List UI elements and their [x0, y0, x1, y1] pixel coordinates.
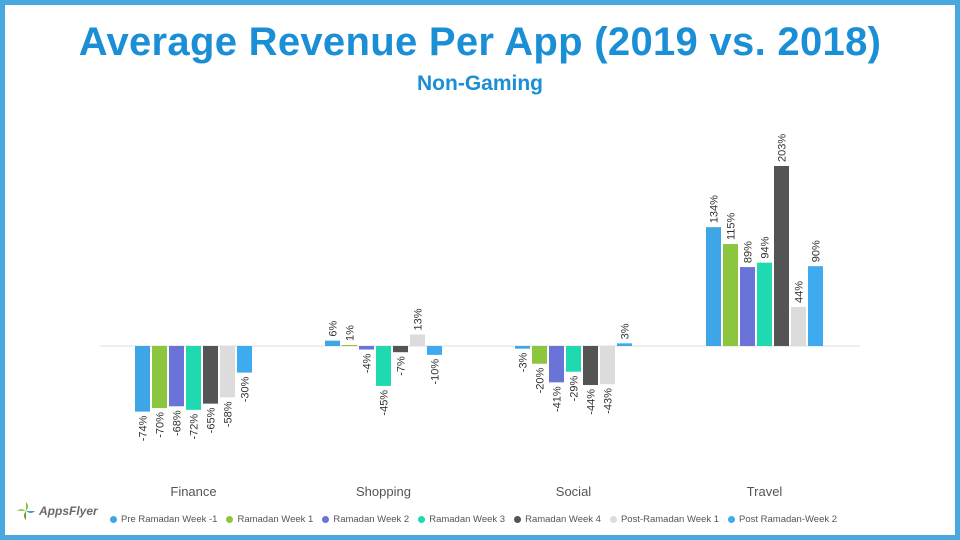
data-label: -70% — [155, 412, 167, 438]
data-label: 6% — [328, 321, 340, 337]
data-label: 89% — [743, 241, 755, 263]
legend-label: Ramadan Week 2 — [333, 513, 410, 525]
bar-finance-series-5 — [203, 346, 218, 404]
bar-finance-series-4 — [186, 346, 201, 410]
bar-social-series-7 — [617, 343, 632, 346]
bar-shopping-series-4 — [376, 346, 391, 386]
data-label: -68% — [172, 410, 184, 436]
bar-finance-series-2 — [152, 346, 167, 409]
legend-item[interactable]: Pre Ramadan Week -1 — [110, 514, 217, 525]
bar-travel-series-7 — [808, 266, 823, 346]
legend-label: Ramadan Week 4 — [525, 513, 601, 525]
data-label: -74% — [138, 415, 150, 441]
data-label: -3% — [518, 352, 530, 372]
legend-label: Ramadan Week 1 — [237, 513, 314, 525]
bar-shopping-series-3 — [359, 346, 374, 350]
bar-travel-series-3 — [740, 267, 755, 346]
bar-finance-series-7 — [237, 346, 252, 373]
data-label: -65% — [206, 407, 218, 433]
data-label: -7% — [396, 356, 408, 376]
legend-swatch-icon — [322, 515, 330, 523]
bar-finance-series-3 — [169, 346, 184, 407]
legend-label: Post Ramadan-Week 2 — [739, 513, 838, 525]
legend-item[interactable]: Ramadan Week 4 — [514, 514, 601, 525]
bar-finance-series-6 — [220, 346, 235, 398]
data-label: 90% — [811, 240, 823, 262]
bar-travel-series-2 — [723, 244, 738, 346]
appsflyer-logo: AppsFlyer — [16, 499, 98, 523]
data-label: -58% — [223, 401, 235, 427]
data-label: -43% — [603, 388, 615, 414]
bar-social-series-1 — [515, 346, 530, 349]
data-label: 3% — [620, 323, 632, 339]
bar-finance-series-1 — [135, 346, 150, 412]
legend-label: Ramadan Week 3 — [429, 513, 506, 525]
data-label: -72% — [189, 414, 201, 440]
data-label: 134% — [709, 195, 721, 223]
legend-item[interactable]: Ramadan Week 1 — [226, 514, 313, 525]
data-label: -4% — [362, 353, 374, 373]
legend-item[interactable]: Post-Ramadan Week 1 — [609, 513, 719, 525]
legend-swatch-icon — [418, 515, 426, 523]
chart-title: Average Revenue Per App (2019 vs. 2018) — [78, 20, 882, 64]
category-label-shopping: Shopping — [356, 484, 411, 499]
legend-swatch-icon — [110, 515, 117, 523]
category-label-travel: Travel — [747, 484, 783, 499]
data-label: 44% — [794, 281, 806, 303]
data-label: -30% — [240, 376, 252, 402]
data-label: -45% — [379, 390, 391, 416]
bar-shopping-series-5 — [393, 346, 408, 353]
legend-swatch-icon — [514, 515, 522, 523]
bar-social-series-5 — [583, 346, 598, 386]
category-label-finance: Finance — [170, 484, 216, 499]
legend-swatch-icon — [728, 515, 735, 523]
chart-subtitle: Non-Gaming — [417, 72, 543, 95]
legend-item[interactable]: Post Ramadan-Week 2 — [728, 514, 837, 525]
legend-item[interactable]: Ramadan Week 2 — [322, 514, 409, 525]
bar-shopping-series-6 — [410, 334, 425, 346]
bar-social-series-6 — [600, 346, 615, 385]
appsflyer-logo-icon — [17, 502, 35, 520]
bar-travel-series-5 — [774, 165, 789, 346]
logo-text: AppsFlyer — [39, 504, 98, 518]
data-label: -10% — [430, 359, 442, 385]
data-label: -20% — [535, 368, 547, 394]
legend-swatch-icon — [226, 515, 234, 523]
chart-legend: Pre Ramadan Week -1 Ramadan Week 1 Ramadan… — [110, 512, 870, 526]
data-label: -41% — [552, 386, 564, 412]
category-label-social: Social — [556, 484, 592, 499]
bar-social-series-3 — [549, 346, 564, 383]
data-label: -44% — [586, 389, 598, 415]
data-label: 203% — [777, 134, 789, 162]
bar-shopping-series-7 — [427, 346, 442, 355]
bar-social-series-2 — [532, 346, 547, 364]
data-label: -29% — [569, 376, 581, 402]
data-label: 1% — [345, 325, 357, 341]
bar-travel-series-6 — [791, 306, 806, 346]
data-label: 115% — [726, 212, 738, 240]
data-label: 94% — [760, 236, 772, 258]
bar-travel-series-4 — [757, 262, 772, 346]
legend-swatch-icon — [609, 515, 617, 523]
bar-travel-series-1 — [706, 227, 721, 346]
legend-item[interactable]: Ramadan Week 3 — [418, 514, 505, 525]
bar-social-series-4 — [566, 346, 581, 372]
data-label: 13% — [413, 308, 425, 330]
legend-label: Pre Ramadan Week -1 — [121, 513, 218, 525]
legend-label: Post-Ramadan Week 1 — [620, 513, 719, 525]
bar-shopping-series-1 — [325, 340, 340, 346]
bar-shopping-series-2 — [342, 345, 357, 346]
